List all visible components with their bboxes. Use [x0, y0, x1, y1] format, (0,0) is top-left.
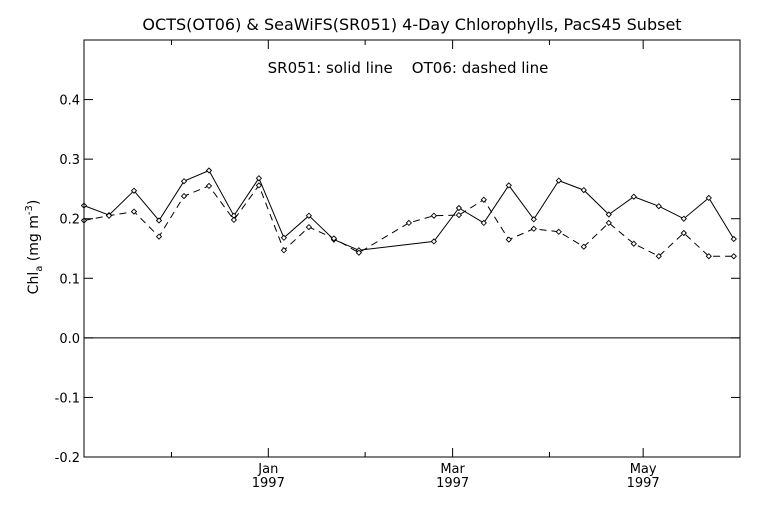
sr051-data-point: [455, 204, 463, 212]
ot06-data-point: [605, 219, 612, 227]
ot06-data-point: [655, 253, 662, 260]
y-axis-label-superscript: -3: [24, 205, 35, 215]
ot06-data-point: [355, 249, 363, 256]
ot06-data-point: [130, 208, 138, 215]
y-tick-label: 0.3: [59, 153, 80, 168]
sr051-data-point: [730, 235, 737, 243]
ot06-data-point: [230, 216, 238, 224]
ot06-data-point: [305, 223, 313, 231]
x-tick-year-label: 1997: [436, 476, 469, 491]
ot06-data-point: [155, 233, 163, 240]
sr051-data-point: [530, 216, 537, 223]
series-style-note: SR051: solid line OT06: dashed line: [268, 59, 549, 77]
sr051-series-line: [83, 169, 735, 251]
ot06-data-point: [330, 235, 338, 242]
sr051-data-point: [255, 175, 263, 182]
sr051-data-point: [505, 182, 512, 189]
y-tick-label: -0.1: [55, 391, 80, 406]
y-axis-label: Chla (mg m-3): [24, 200, 45, 295]
ot06-data-point: [705, 253, 712, 260]
y-axis-label-main: Chl: [26, 272, 42, 295]
ot06-data-point: [680, 229, 687, 237]
sr051-data-point: [605, 211, 612, 218]
sr051-data-point: [705, 194, 712, 202]
x-tick-year-label: 1997: [252, 476, 285, 491]
sr051-data-point: [580, 186, 587, 194]
axes: -0.2-0.10.00.10.20.30.4Jan1997Mar1997May…: [55, 40, 740, 491]
sr051-data-point: [280, 234, 288, 241]
x-tick-month-label: May: [630, 462, 657, 477]
x-tick-month-label: Jan: [257, 462, 278, 477]
ot06-data-point: [105, 212, 113, 219]
sr051-data-point: [480, 219, 487, 227]
series-layer: [80, 167, 737, 260]
ot06-series-line: [83, 184, 734, 257]
y-axis-label-unit-close: ): [26, 200, 42, 205]
y-tick-label: 0.4: [59, 94, 80, 109]
sr051-data-point: [205, 167, 213, 174]
y-axis-label-unit-open: (mg m: [26, 215, 42, 266]
ot06-data-point: [555, 228, 562, 235]
y-tick-label: 0.0: [59, 332, 80, 347]
ot06-data-point: [480, 196, 487, 203]
sr051-data-point: [655, 203, 662, 210]
sr051-data-point: [155, 217, 163, 224]
ot06-data-point: [630, 240, 637, 247]
sr051-data-point: [305, 212, 313, 219]
ot06-data-point: [580, 243, 587, 250]
sr051-data-point: [680, 215, 687, 222]
x-tick-year-label: 1997: [627, 476, 660, 491]
ot06-data-point: [180, 192, 188, 200]
sr051-data-point: [555, 177, 562, 184]
sr051-data-point: [180, 178, 188, 185]
chart-title: OCTS(OT06) & SeaWiFS(SR051) 4-Day Chloro…: [142, 15, 681, 34]
sr051-data-point: [130, 187, 138, 194]
plot-frame: [83, 39, 741, 458]
ot06-data-point: [430, 212, 438, 219]
ot06-data-point: [455, 211, 463, 219]
ot06-data-point: [730, 253, 737, 260]
sr051-data-point: [430, 238, 438, 245]
ot06-data-point: [405, 219, 413, 227]
y-tick-label: 0.2: [59, 213, 80, 228]
y-axis-label-subscript: a: [34, 266, 45, 272]
sr051-data-point: [630, 193, 637, 200]
ot06-data-point: [530, 225, 537, 232]
y-tick-label: -0.2: [55, 451, 80, 466]
x-tick-month-label: Mar: [440, 462, 465, 477]
ot06-data-point: [280, 247, 288, 254]
ot06-data-point: [255, 182, 263, 189]
y-tick-label: 0.1: [59, 272, 80, 287]
ot06-data-point: [505, 236, 512, 243]
ot06-data-point: [205, 182, 213, 190]
